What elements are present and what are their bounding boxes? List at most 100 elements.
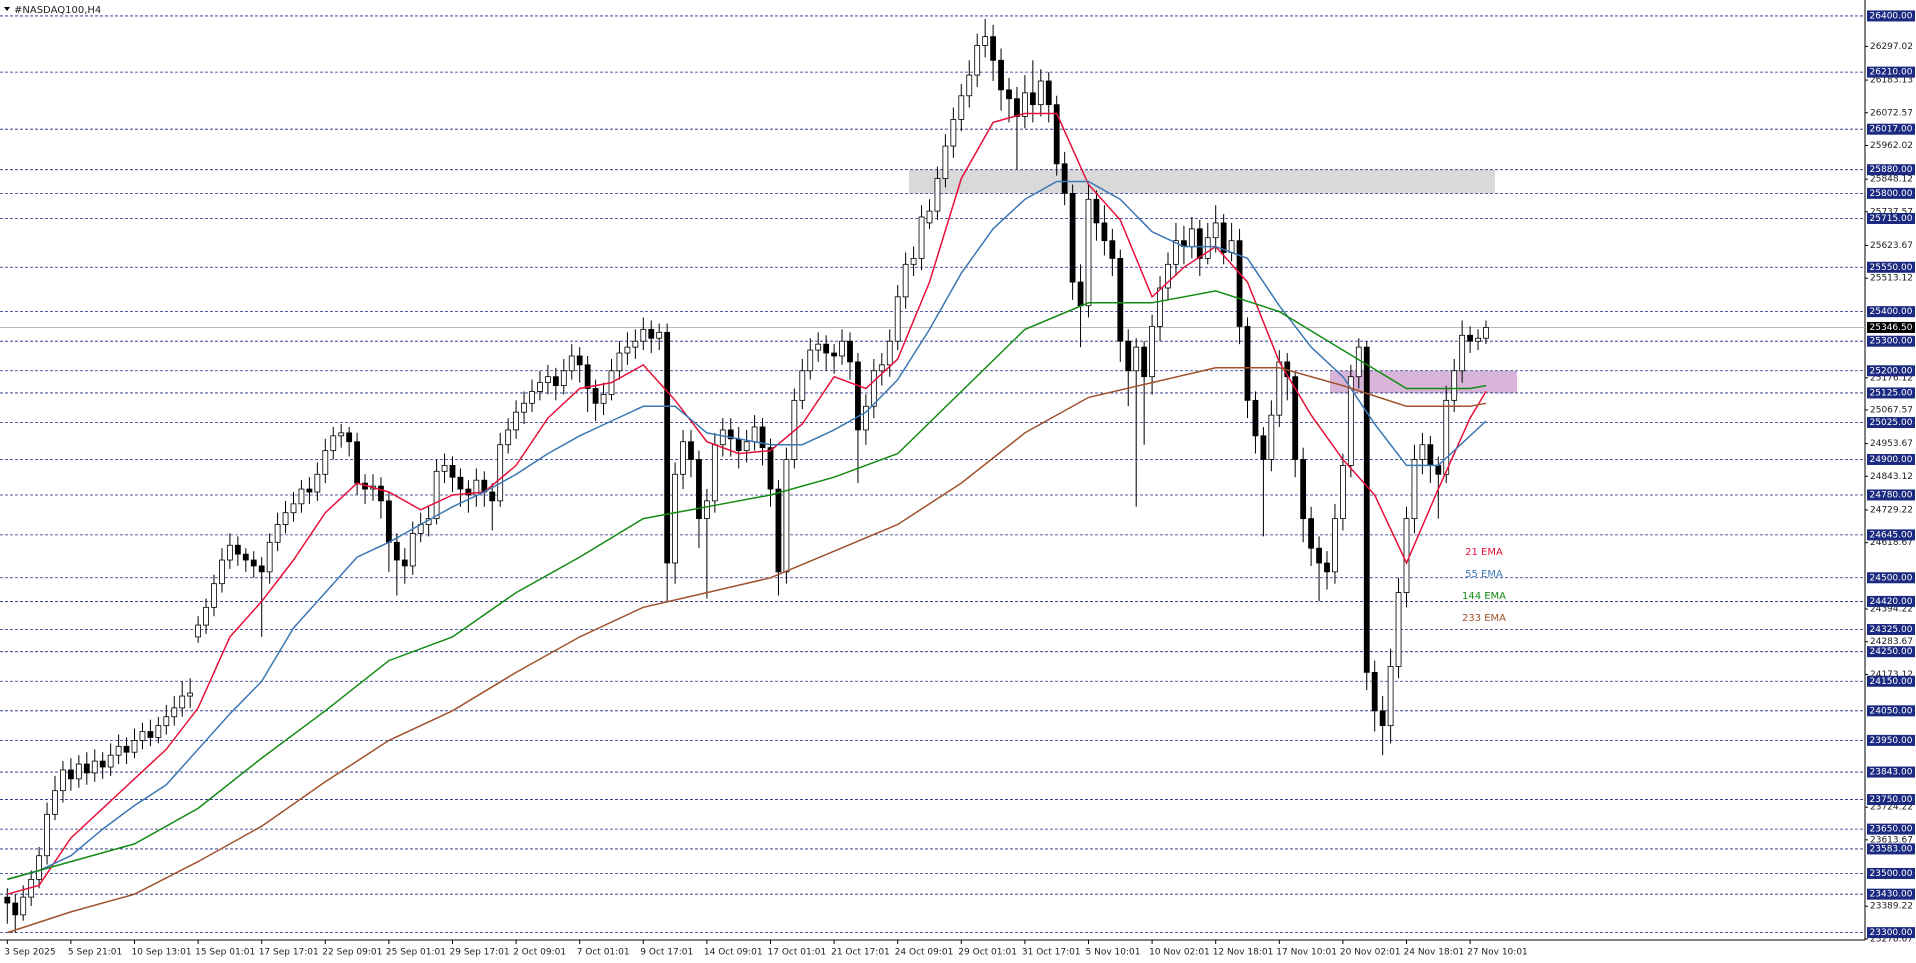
candle-body xyxy=(568,355,575,372)
candle-body xyxy=(401,559,408,567)
candle-body xyxy=(1252,399,1259,437)
legend-label: 21 EMA xyxy=(1465,547,1503,558)
level-label: 23843.00 xyxy=(1870,768,1913,778)
x-tick-label: 12 Nov 18:01 xyxy=(1213,948,1274,958)
x-tick-label: 5 Nov 10:01 xyxy=(1086,948,1141,958)
candle-body xyxy=(1204,237,1211,259)
level-label-box xyxy=(1867,734,1915,746)
level-label: 23650.00 xyxy=(1870,825,1913,835)
candle-body xyxy=(632,340,639,348)
candle-body xyxy=(910,258,917,265)
y-tick-label: 24173.12 xyxy=(1870,670,1913,680)
candle-body xyxy=(123,745,130,753)
candle-body xyxy=(1022,92,1028,117)
candle-body xyxy=(1316,547,1322,564)
level-label: 23750.00 xyxy=(1870,795,1913,805)
candle-body xyxy=(767,447,774,490)
candle-body xyxy=(576,355,583,366)
level-label-box xyxy=(1867,10,1915,22)
candle-body xyxy=(656,331,663,339)
level-label: 25025.00 xyxy=(1870,418,1913,428)
candle-body xyxy=(266,541,273,573)
candle-body xyxy=(918,216,925,259)
ema-line xyxy=(7,180,1487,881)
candle-body xyxy=(322,450,329,475)
candle-body xyxy=(1292,376,1299,460)
level-label-box xyxy=(1867,123,1915,135)
y-tick-label: 23613.67 xyxy=(1870,835,1913,845)
candle-body xyxy=(107,754,114,768)
level-label: 23430.00 xyxy=(1870,890,1913,900)
candle-body xyxy=(354,441,361,484)
candle-body xyxy=(878,364,885,372)
candle-body xyxy=(1403,518,1410,593)
candle-body xyxy=(465,488,472,496)
candle-body xyxy=(711,444,718,502)
candle-body xyxy=(1117,258,1124,342)
level-label: 23583.00 xyxy=(1870,844,1913,854)
candle-body xyxy=(1244,326,1251,401)
candle-body xyxy=(1173,240,1179,265)
level-label: 25300.00 xyxy=(1870,337,1913,347)
candle-body xyxy=(823,343,830,354)
level-label-box xyxy=(1867,867,1915,879)
level-label: 25880.00 xyxy=(1870,165,1913,175)
candle-body xyxy=(870,370,877,407)
candle-body xyxy=(839,340,845,357)
candle-body xyxy=(226,544,233,561)
candle-body xyxy=(1037,80,1044,106)
candle-body xyxy=(1347,376,1354,466)
candle-body xyxy=(1411,459,1418,520)
level-label-box xyxy=(1867,164,1915,176)
candle-body xyxy=(894,296,901,342)
candle-body xyxy=(1451,370,1458,401)
candle-body xyxy=(99,760,106,768)
chart-title: #NASDAQ100,H4 xyxy=(14,5,101,16)
level-label: 25200.00 xyxy=(1870,366,1913,376)
candle-body xyxy=(187,692,194,697)
candle-body xyxy=(958,95,965,120)
candle-body xyxy=(12,902,19,916)
level-label: 25400.00 xyxy=(1870,307,1913,317)
candle-body xyxy=(1045,80,1052,106)
candle-body xyxy=(966,74,973,97)
candle-body xyxy=(306,488,313,493)
candle-body xyxy=(735,438,742,452)
candle-body xyxy=(163,716,170,727)
candle-body xyxy=(1069,192,1076,283)
y-tick-label: 24618.67 xyxy=(1870,538,1913,548)
candle-body xyxy=(91,760,98,774)
candle-body xyxy=(234,544,241,555)
ema-line xyxy=(7,367,1487,934)
candle-body xyxy=(855,361,861,431)
candle-body xyxy=(83,763,90,774)
candle-body xyxy=(743,441,750,452)
candle-body xyxy=(147,731,154,738)
candle-body xyxy=(489,491,496,502)
candle-body xyxy=(1332,518,1338,573)
candle-body xyxy=(1149,326,1155,378)
candle-body xyxy=(378,485,384,502)
candle-body xyxy=(211,583,217,608)
x-tick-label: 10 Nov 02:01 xyxy=(1149,948,1210,958)
candle-body xyxy=(155,725,162,738)
ema-line xyxy=(7,290,1487,881)
x-tick-label: 24 Nov 18:01 xyxy=(1404,948,1465,958)
candle-body xyxy=(1029,92,1036,106)
candle-body xyxy=(1340,465,1346,520)
candle-body xyxy=(505,429,512,446)
zone xyxy=(1330,370,1517,393)
x-tick-label: 15 Sep 01:01 xyxy=(195,948,255,958)
candle-body xyxy=(20,896,27,916)
level-label-box xyxy=(1867,595,1915,607)
last-price-box xyxy=(1867,321,1915,333)
candle-body xyxy=(759,426,766,449)
y-tick-label: 26072.57 xyxy=(1870,108,1913,118)
candle-body xyxy=(1196,228,1203,259)
candle-body xyxy=(1228,240,1235,253)
candle-body xyxy=(44,813,50,857)
candle-body xyxy=(807,349,814,372)
candle-body xyxy=(242,553,249,561)
candle-body xyxy=(648,328,655,339)
